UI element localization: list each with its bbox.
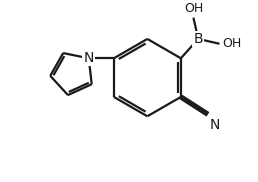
Text: OH: OH bbox=[184, 2, 203, 15]
Text: N: N bbox=[210, 118, 220, 132]
Text: B: B bbox=[194, 32, 203, 46]
Text: OH: OH bbox=[222, 37, 242, 50]
Text: N: N bbox=[84, 51, 94, 65]
